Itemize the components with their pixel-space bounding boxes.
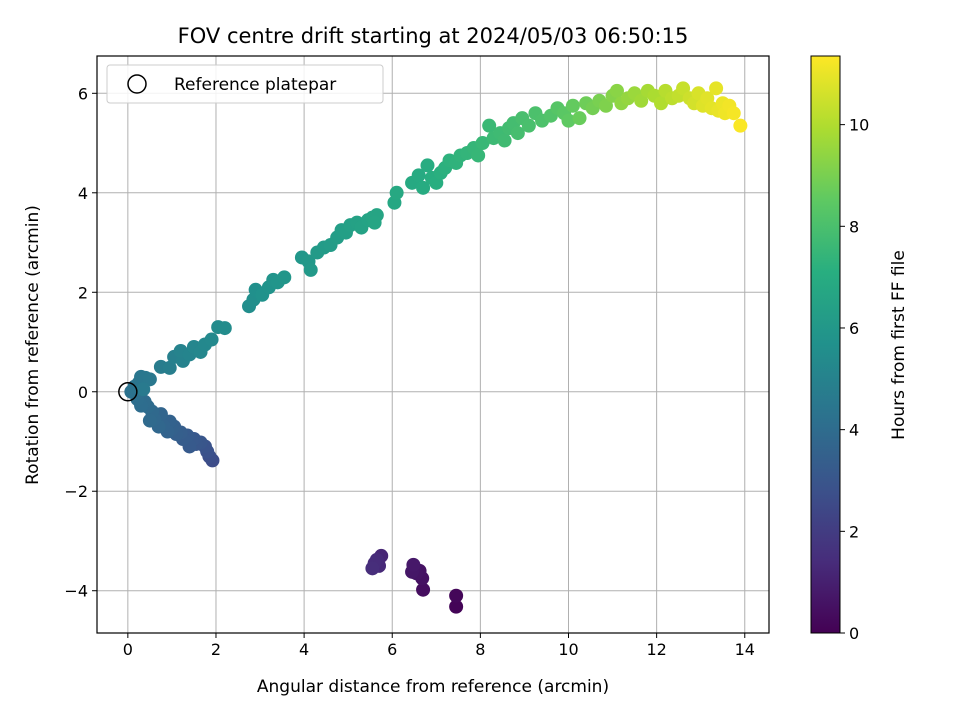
colorbar-tick-label: 0 — [849, 624, 859, 643]
data-point — [217, 321, 232, 336]
colorbar-tick-label: 10 — [849, 116, 869, 135]
data-point — [411, 168, 426, 183]
colorbar-ticks: 0 2 4 6 8 10 — [840, 116, 869, 643]
y-tick-label: 4 — [78, 184, 88, 203]
data-point — [475, 136, 490, 151]
data-point — [416, 582, 431, 597]
colorbar: 0 2 4 6 8 10 Hours from first FF file — [810, 55, 909, 643]
y-tick-label: 6 — [78, 84, 88, 103]
x-tick-label: 14 — [735, 640, 755, 659]
y-tick-label: 0 — [78, 383, 88, 402]
data-point — [416, 180, 431, 195]
x-tick-label: 2 — [211, 640, 221, 659]
data-point — [521, 118, 536, 133]
data-point — [561, 113, 576, 128]
data-point — [204, 332, 219, 347]
data-point — [449, 588, 464, 603]
reference-marker — [118, 382, 138, 402]
data-point — [449, 599, 464, 614]
data-point — [726, 106, 741, 121]
data-point — [406, 557, 421, 572]
x-tick-label: 4 — [299, 640, 309, 659]
data-point — [598, 98, 613, 113]
data-point — [303, 262, 318, 277]
plot-area: 0 2 4 6 8 10 12 14 −4 −2 0 2 4 6 — [64, 55, 770, 659]
data-point — [365, 561, 380, 576]
data-point — [709, 81, 724, 96]
legend: Reference platepar — [106, 64, 384, 104]
data-point — [420, 158, 435, 173]
plot-frame — [96, 55, 770, 634]
data-point — [471, 148, 486, 163]
data-point — [497, 133, 512, 148]
data-point — [733, 118, 748, 133]
data-point — [367, 215, 382, 230]
y-axis-label: Rotation from reference (arcmin) — [23, 205, 43, 485]
x-tick-label: 10 — [558, 640, 578, 659]
data-point — [482, 118, 497, 133]
y-axis-ticks: −4 −2 0 2 4 6 — [64, 84, 97, 601]
legend-marker-icon — [127, 74, 147, 94]
x-tick-label: 0 — [123, 640, 133, 659]
x-axis-label: Angular distance from reference (arcmin) — [257, 677, 609, 697]
data-point — [510, 126, 525, 141]
data-point — [142, 413, 157, 428]
y-tick-label: −2 — [64, 482, 88, 501]
data-points — [124, 81, 748, 614]
data-point — [136, 382, 151, 397]
x-axis-ticks: 0 2 4 6 8 10 12 14 — [123, 633, 755, 659]
data-point — [654, 96, 669, 111]
data-point — [142, 372, 157, 387]
data-point — [162, 360, 177, 375]
data-point — [572, 111, 587, 126]
colorbar-tick-label: 4 — [849, 421, 859, 440]
colorbar-tick-label: 2 — [849, 522, 859, 541]
data-point — [676, 81, 691, 96]
data-point — [609, 83, 624, 98]
y-tick-label: −4 — [64, 582, 88, 601]
legend-box — [106, 64, 384, 104]
y-tick-label: 2 — [78, 283, 88, 302]
data-point — [634, 93, 649, 108]
colorbar-label: Hours from first FF file — [889, 250, 909, 440]
x-tick-label: 8 — [475, 640, 485, 659]
colorbar-tick-label: 6 — [849, 319, 859, 338]
data-point — [565, 98, 580, 113]
data-point — [277, 270, 292, 285]
legend-entry-label: Reference platepar — [174, 75, 336, 95]
chart-title: FOV centre drift starting at 2024/05/03 … — [178, 24, 689, 48]
colorbar-gradient — [810, 55, 841, 634]
data-point — [389, 185, 404, 200]
x-tick-label: 6 — [387, 640, 397, 659]
x-tick-label: 12 — [646, 640, 666, 659]
colorbar-tick-label: 8 — [849, 217, 859, 236]
